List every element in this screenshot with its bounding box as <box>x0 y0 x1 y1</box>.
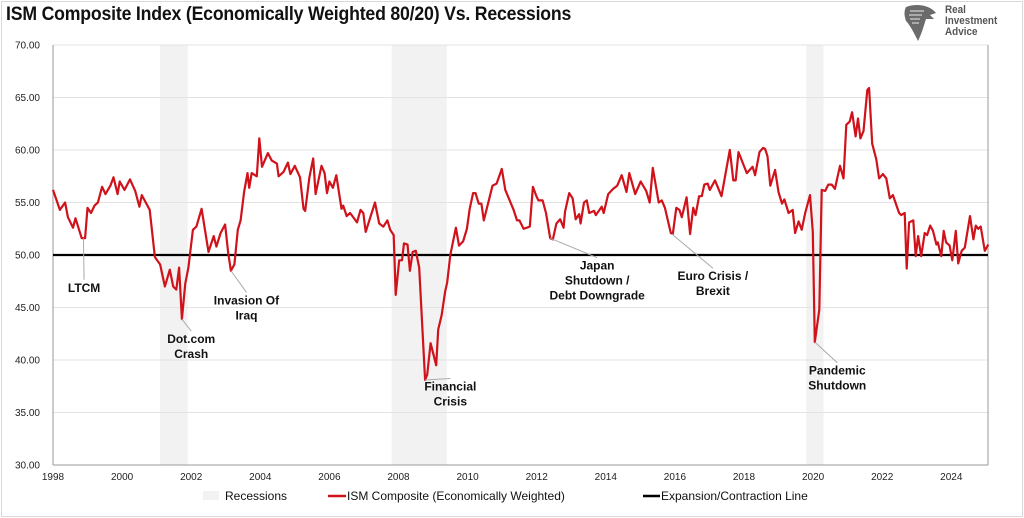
annotation-label: LTCM <box>68 281 100 295</box>
annotation-label: Shutdown / <box>565 274 630 288</box>
annotation-label: Crash <box>174 347 208 361</box>
logo-line: Real <box>945 4 966 16</box>
annotation-pointer <box>814 341 838 364</box>
x-tick-label: 1998 <box>42 472 65 483</box>
legend-label: Recessions <box>225 489 287 503</box>
x-tick-label: 2006 <box>318 472 341 483</box>
annotation-pointer <box>671 233 714 269</box>
x-tick-label: 2002 <box>180 472 203 483</box>
y-tick-label: 35.00 <box>15 408 40 419</box>
ism-composite-line <box>51 86 990 381</box>
logo-text: Real Investment Advice <box>945 5 997 38</box>
annotation-label: Crisis <box>434 394 468 408</box>
y-tick-label: 50.00 <box>15 251 40 262</box>
y-tick-label: 30.00 <box>15 461 40 472</box>
annotation-label: Brexit <box>696 284 730 298</box>
logo-line: Investment <box>945 15 998 27</box>
x-tick-label: 2004 <box>249 472 272 483</box>
x-tick-label: 2024 <box>940 472 963 483</box>
y-tick-label: 70.00 <box>15 41 40 52</box>
y-tick-label: 55.00 <box>15 198 40 209</box>
annotation-label: Japan <box>580 259 615 273</box>
x-tick-label: 2016 <box>664 472 687 483</box>
annotation-pointer <box>230 270 247 293</box>
annotation-pointer <box>82 238 85 280</box>
annotation-label: Financial <box>424 379 476 393</box>
annotation-label: Euro Crisis / <box>678 269 749 283</box>
x-tick-label: 2008 <box>387 472 410 483</box>
y-tick-label: 65.00 <box>15 93 40 104</box>
logo: Real Investment Advice <box>900 3 1010 43</box>
annotation-label: Dot.com <box>167 332 215 346</box>
x-tick-label: 2018 <box>733 472 756 483</box>
logo-line: Advice <box>945 26 978 38</box>
annotation-pointer <box>425 377 451 381</box>
annotation-label: Iraq <box>235 308 257 322</box>
legend-label: ISM Composite (Economically Weighted) <box>347 489 565 503</box>
annotation-label: Shutdown <box>808 379 866 393</box>
x-tick-label: 2000 <box>111 472 134 483</box>
annotation-label: Debt Downgrade <box>549 289 645 303</box>
eagle-head-icon <box>904 5 936 41</box>
x-tick-label: 2020 <box>802 472 825 483</box>
x-tick-label: 2014 <box>595 472 618 483</box>
y-tick-label: 45.00 <box>15 303 40 314</box>
x-tick-label: 2012 <box>526 472 549 483</box>
y-tick-label: 40.00 <box>15 356 40 367</box>
annotation-label: Invasion Of <box>214 293 280 307</box>
annotation-pointer <box>549 237 598 259</box>
annotation-label: Pandemic <box>809 364 866 378</box>
x-tick-label: 2022 <box>871 472 894 483</box>
y-tick-label: 60.00 <box>15 146 40 157</box>
legend-recession-swatch <box>203 491 219 500</box>
x-tick-label: 2010 <box>456 472 479 483</box>
legend-label: Expansion/Contraction Line <box>661 489 808 503</box>
annotation-pointer <box>181 318 192 332</box>
chart-title: ISM Composite Index (Economically Weight… <box>6 4 572 25</box>
